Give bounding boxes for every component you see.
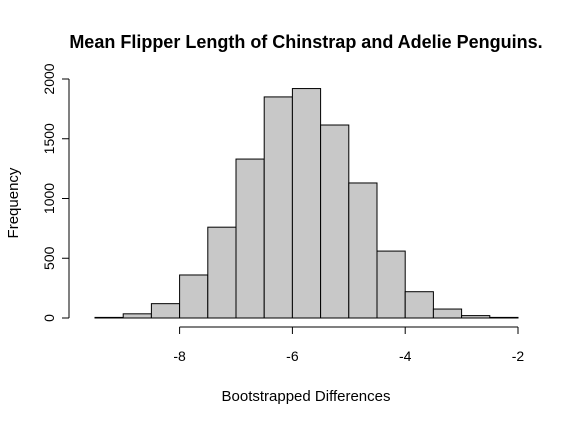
- histogram-bar: [376, 250, 406, 319]
- histogram-bar: [432, 308, 463, 319]
- x-tick-label: -2: [512, 348, 525, 364]
- histogram-bar: [94, 316, 124, 319]
- histogram-bar: [207, 226, 237, 319]
- y-tick-label: 2000: [41, 63, 57, 94]
- y-tick-label: 1500: [41, 123, 57, 154]
- histogram-bar: [263, 96, 293, 319]
- histogram-bars: [94, 88, 519, 319]
- histogram-bar: [489, 316, 519, 319]
- histogram-bar: [291, 88, 322, 319]
- histogram-bar: [348, 182, 378, 319]
- histogram-bar: [235, 158, 265, 319]
- x-tick-label: -4: [399, 348, 412, 364]
- histogram-bar: [122, 313, 152, 319]
- y-tick-label: 0: [41, 314, 57, 322]
- histogram-bar: [179, 274, 209, 319]
- histogram-bar: [461, 315, 491, 319]
- x-tick-label: -6: [286, 348, 299, 364]
- x-tick-label: -8: [173, 348, 186, 364]
- chart-title: Mean Flipper Length of Chinstrap and Ade…: [69, 32, 542, 52]
- histogram-bar: [404, 291, 434, 319]
- x-axis-label: Bootstrapped Differences: [222, 388, 391, 405]
- y-tick-label: 1000: [41, 183, 57, 214]
- y-tick-label: 500: [41, 246, 57, 270]
- histogram-bar: [150, 303, 181, 319]
- x-axis: -8 -6 -4 -2: [173, 326, 525, 364]
- y-axis: 0 500 1000 1500 2000: [41, 63, 70, 322]
- y-axis-label: Frequency: [5, 167, 22, 238]
- histogram-bar: [320, 124, 350, 319]
